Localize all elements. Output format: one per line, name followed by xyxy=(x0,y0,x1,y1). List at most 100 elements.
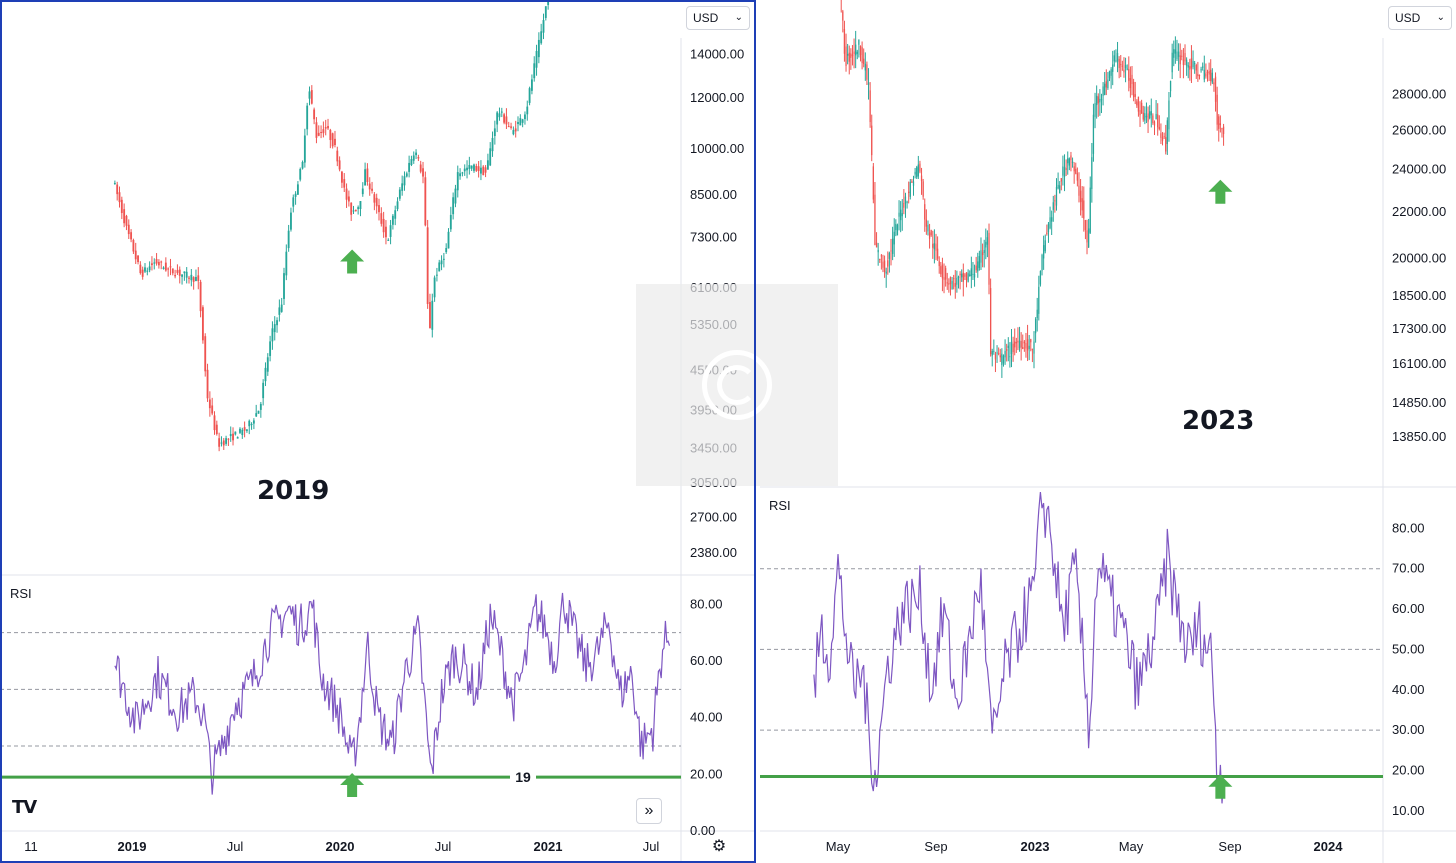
candle-body xyxy=(1110,69,1112,76)
candle-body xyxy=(259,403,262,410)
candle-body xyxy=(941,264,944,279)
candle-body xyxy=(843,29,846,54)
candle-body xyxy=(113,182,116,184)
candle-body xyxy=(364,169,367,186)
candle-body xyxy=(463,168,466,172)
candle-body xyxy=(164,262,167,271)
price-tick-label: 14000.00 xyxy=(690,47,744,62)
price-tick-label: 10000.00 xyxy=(690,141,744,156)
candle-body xyxy=(1128,69,1130,81)
candle-body xyxy=(1124,65,1127,69)
candle-body xyxy=(540,31,543,44)
candle-body xyxy=(871,125,873,156)
candle-body xyxy=(1153,121,1156,126)
candle-body xyxy=(116,184,119,195)
candle-body xyxy=(153,262,156,264)
candle-body xyxy=(925,219,928,227)
candle-body xyxy=(347,196,350,202)
candle-body xyxy=(1102,86,1104,96)
candle-body xyxy=(503,114,506,123)
candle-body xyxy=(160,261,163,263)
candle-body xyxy=(229,434,232,437)
time-tick-label: 2020 xyxy=(326,839,355,854)
price-tick-label: 12000.00 xyxy=(690,90,744,105)
candle-body xyxy=(858,39,860,45)
rsi-title-right: RSI xyxy=(769,498,791,513)
candle-body xyxy=(1173,49,1175,58)
candle-body xyxy=(331,133,334,147)
candle-body xyxy=(371,188,373,191)
candle-body xyxy=(528,88,531,103)
candle-body xyxy=(1091,157,1093,190)
candle-body xyxy=(252,420,255,424)
currency-select-right[interactable]: USD ⌄ xyxy=(1388,6,1452,30)
candle-body xyxy=(1083,200,1085,219)
currency-select-left[interactable]: USD ⌄ xyxy=(686,6,750,30)
candle-body xyxy=(201,307,204,341)
candle-body xyxy=(276,320,278,326)
candle-body xyxy=(1036,309,1038,319)
candle-body xyxy=(909,181,911,197)
candle-body xyxy=(898,212,900,217)
candle-body xyxy=(869,90,871,123)
candle-body xyxy=(1097,96,1099,104)
candle-body xyxy=(199,281,202,312)
candle-body xyxy=(1182,59,1185,65)
price-tick-label: 24000.00 xyxy=(1392,162,1446,177)
candle-body xyxy=(1055,186,1058,206)
candle-body xyxy=(324,127,327,129)
candle-body xyxy=(387,239,390,241)
candle-body xyxy=(389,225,392,237)
candle-body xyxy=(477,166,480,172)
candle-body xyxy=(454,188,457,204)
candle-body xyxy=(385,226,387,238)
candle-body xyxy=(1105,81,1107,88)
candle-body xyxy=(530,79,533,91)
candle-body xyxy=(888,252,891,259)
candle-body xyxy=(185,271,188,278)
candle-body xyxy=(357,207,360,210)
candle-body xyxy=(1205,73,1207,77)
currency-label: USD xyxy=(1395,11,1421,25)
candle-body xyxy=(438,262,441,272)
candle-body xyxy=(1067,158,1069,164)
candle-body xyxy=(1187,65,1189,68)
candle-body xyxy=(1211,72,1213,83)
candle-body xyxy=(1190,58,1193,69)
scroll-to-realtime-button[interactable]: » xyxy=(636,798,662,824)
candle-body xyxy=(900,209,902,221)
candle-body xyxy=(853,51,855,55)
candle-body xyxy=(1030,339,1032,343)
candle-body xyxy=(447,231,450,249)
candle-body xyxy=(262,382,265,399)
candle-body xyxy=(904,196,907,204)
candle-body xyxy=(125,215,128,226)
chart-panel-2023: 28000.00 26000.00 24000.00 22000.00 20000.00… xyxy=(760,0,1456,863)
candle-body xyxy=(505,116,508,125)
candle-body xyxy=(994,354,997,360)
candle-body xyxy=(930,230,932,236)
candle-body xyxy=(378,205,380,213)
candle-body xyxy=(547,0,550,5)
chart-2023-svg: 28000.00 26000.00 24000.00 22000.00 20000.00… xyxy=(760,0,1456,863)
candle-body xyxy=(1087,228,1090,248)
rsi-tick-label: 60.00 xyxy=(690,653,723,668)
candle-body xyxy=(285,251,288,276)
candle-body xyxy=(1104,83,1106,95)
time-tick-label: 11 xyxy=(24,839,38,854)
candle-body xyxy=(1157,114,1159,128)
settings-button[interactable]: ⚙ xyxy=(708,836,730,858)
candle-body xyxy=(512,130,515,135)
rsi-tick-label: 70.00 xyxy=(1392,561,1425,576)
candle-body xyxy=(1113,55,1115,62)
candle-body xyxy=(985,241,987,248)
candle-body xyxy=(1194,63,1196,65)
candle-body xyxy=(944,268,947,280)
candle-body xyxy=(329,129,332,141)
candle-body xyxy=(280,304,283,312)
candle-body xyxy=(308,91,311,99)
candle-body xyxy=(1218,116,1220,129)
candle-body xyxy=(496,112,499,125)
candle-body xyxy=(943,277,945,280)
candle-body xyxy=(510,126,512,128)
